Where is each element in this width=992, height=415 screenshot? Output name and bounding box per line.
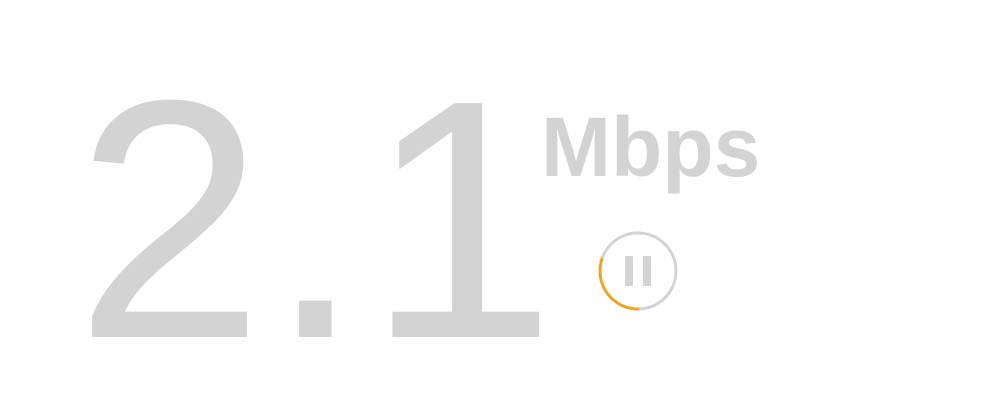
speed-value: 2.1 <box>75 30 560 410</box>
pause-bar-left <box>625 256 633 286</box>
speed-units: Mbps <box>541 100 761 194</box>
pause-bar-right <box>643 256 651 286</box>
pause-button[interactable] <box>597 230 679 312</box>
pause-icon <box>598 231 678 311</box>
progress-ring-fill <box>598 231 678 311</box>
